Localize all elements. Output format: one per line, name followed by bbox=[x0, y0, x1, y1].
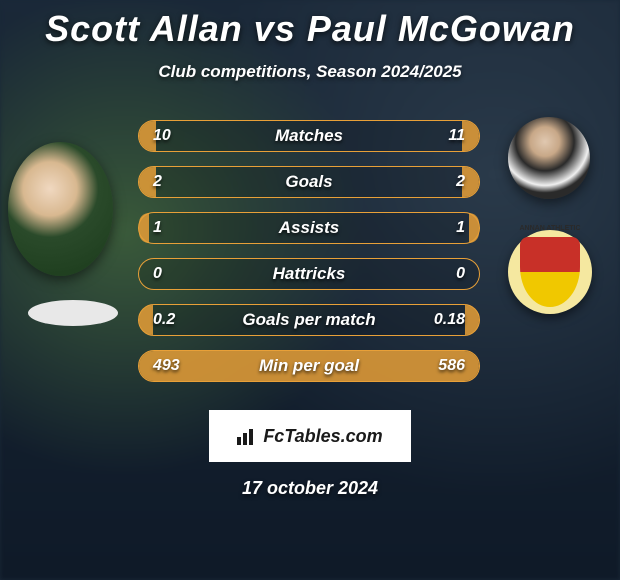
subtitle: Club competitions, Season 2024/2025 bbox=[0, 62, 620, 82]
stat-label: Goals per match bbox=[242, 310, 375, 330]
stat-value-right: 586 bbox=[438, 357, 465, 375]
stat-label: Hattricks bbox=[273, 264, 346, 284]
shield-icon: ANNAN ATHLETIC bbox=[520, 237, 580, 307]
stat-value-left: 493 bbox=[153, 357, 180, 375]
stat-fill-right bbox=[469, 213, 479, 243]
stat-value-right: 0 bbox=[456, 265, 465, 283]
stat-label: Matches bbox=[275, 126, 343, 146]
content-wrapper: Scott Allan vs Paul McGowan Club competi… bbox=[0, 0, 620, 499]
player-right-photo bbox=[508, 117, 590, 199]
stat-label: Goals bbox=[285, 172, 332, 192]
logo-text: FcTables.com bbox=[263, 426, 382, 447]
player-left-club-badge bbox=[28, 300, 118, 326]
stat-value-right: 11 bbox=[448, 127, 465, 145]
stat-fill-left bbox=[139, 305, 153, 335]
stat-fill-left bbox=[139, 213, 149, 243]
stat-value-left: 2 bbox=[153, 173, 162, 191]
stat-row-assists: 1 Assists 1 bbox=[138, 212, 480, 244]
barchart-icon bbox=[237, 427, 259, 445]
stat-row-goals-per-match: 0.2 Goals per match 0.18 bbox=[138, 304, 480, 336]
stat-value-left: 0.2 bbox=[153, 311, 175, 329]
stat-row-matches: 10 Matches 11 bbox=[138, 120, 480, 152]
fctables-logo: FcTables.com bbox=[209, 410, 411, 462]
stat-row-min-per-goal: 493 Min per goal 586 bbox=[138, 350, 480, 382]
stats-list: 10 Matches 11 2 Goals 2 1 Assists 1 bbox=[138, 120, 480, 396]
stat-value-right: 2 bbox=[456, 173, 465, 191]
player-right-club-badge: ANNAN ATHLETIC bbox=[508, 230, 592, 314]
stat-value-left: 0 bbox=[153, 265, 162, 283]
stat-value-left: 1 bbox=[153, 219, 162, 237]
stat-fill-right bbox=[465, 305, 479, 335]
date-text: 17 october 2024 bbox=[0, 478, 620, 499]
stat-label: Assists bbox=[279, 218, 339, 238]
stat-value-left: 10 bbox=[153, 127, 171, 145]
page-title: Scott Allan vs Paul McGowan bbox=[0, 0, 620, 50]
compare-area: ANNAN ATHLETIC 10 Matches 11 2 Goals 2 bbox=[0, 112, 620, 392]
stat-row-goals: 2 Goals 2 bbox=[138, 166, 480, 198]
stat-value-right: 1 bbox=[456, 219, 465, 237]
stat-row-hattricks: 0 Hattricks 0 bbox=[138, 258, 480, 290]
stat-label: Min per goal bbox=[259, 356, 359, 376]
badge-text: ANNAN ATHLETIC bbox=[519, 225, 580, 232]
player-left-photo bbox=[8, 142, 113, 276]
stat-value-right: 0.18 bbox=[434, 311, 465, 329]
